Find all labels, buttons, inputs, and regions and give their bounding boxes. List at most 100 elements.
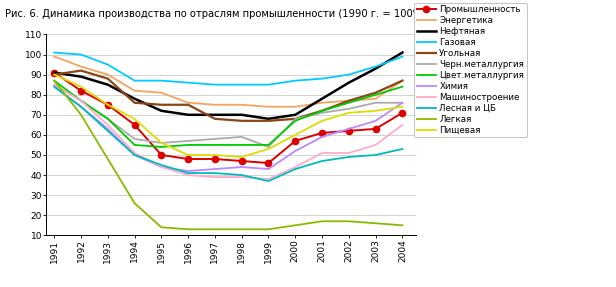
Черн.металлургия	[184, 139, 192, 143]
Легкая	[265, 228, 272, 231]
Пищевая	[104, 103, 111, 106]
Line: Черн.металлургия: Черн.металлургия	[54, 85, 402, 147]
Энергетика	[265, 105, 272, 108]
Черн.металлургия	[291, 117, 299, 121]
Легкая	[238, 228, 245, 231]
Цвет.металлургия	[211, 143, 219, 147]
Нефтяная	[211, 113, 219, 117]
Химия	[372, 119, 379, 123]
Химия	[78, 105, 85, 108]
Угольная	[131, 101, 138, 104]
Лесная и ЦБ	[291, 167, 299, 171]
Лесная и ЦБ	[265, 179, 272, 183]
Пищевая	[238, 155, 245, 159]
Угольная	[104, 77, 111, 80]
Лесная и ЦБ	[104, 129, 111, 133]
Химия	[158, 165, 165, 169]
Пищевая	[51, 73, 58, 76]
Газовая	[345, 73, 352, 76]
Черн.металлургия	[78, 99, 85, 102]
Химия	[265, 167, 272, 171]
Машиностроение	[265, 177, 272, 181]
Черн.металлургия	[372, 101, 379, 104]
Газовая	[238, 83, 245, 86]
Химия	[51, 85, 58, 88]
Энергетика	[211, 103, 219, 106]
Машиностроение	[131, 151, 138, 155]
Машиностроение	[318, 151, 326, 155]
Промышленность	[372, 127, 379, 131]
Энергетика	[345, 99, 352, 102]
Промышленность	[238, 159, 245, 163]
Легкая	[78, 113, 85, 117]
Пищевая	[78, 85, 85, 88]
Лесная и ЦБ	[399, 147, 406, 151]
Черн.металлургия	[51, 83, 58, 86]
Газовая	[399, 55, 406, 58]
Энергетика	[318, 101, 326, 104]
Нефтяная	[184, 113, 192, 117]
Промышленность	[265, 161, 272, 165]
Газовая	[184, 81, 192, 84]
Лесная и ЦБ	[51, 85, 58, 88]
Пищевая	[399, 105, 406, 108]
Пищевая	[184, 153, 192, 157]
Нефтяная	[78, 75, 85, 78]
Угольная	[78, 69, 85, 72]
Легкая	[184, 228, 192, 231]
Цвет.металлургия	[318, 109, 326, 113]
Энергетика	[372, 97, 379, 100]
Черн.металлургия	[211, 137, 219, 141]
Химия	[184, 169, 192, 173]
Химия	[345, 127, 352, 131]
Лесная и ЦБ	[158, 163, 165, 167]
Химия	[104, 127, 111, 131]
Line: Пищевая: Пищевая	[54, 75, 402, 157]
Нефтяная	[51, 71, 58, 74]
Line: Энергетика: Энергетика	[54, 57, 402, 107]
Промышленность	[318, 131, 326, 135]
Legend: Промышленность, Энергетика, Нефтяная, Газовая, Угольная, Черн.металлургия, Цвет.: Промышленность, Энергетика, Нефтяная, Га…	[414, 3, 527, 137]
Угольная	[291, 117, 299, 121]
Угольная	[345, 99, 352, 102]
Лесная и ЦБ	[318, 159, 326, 163]
Легкая	[158, 226, 165, 229]
Лесная и ЦБ	[345, 155, 352, 159]
Line: Нефтяная: Нефтяная	[54, 53, 402, 119]
Угольная	[372, 91, 379, 94]
Легкая	[211, 228, 219, 231]
Черн.металлургия	[265, 145, 272, 149]
Пищевая	[158, 141, 165, 145]
Лесная и ЦБ	[372, 153, 379, 157]
Line: Угольная: Угольная	[54, 71, 402, 121]
Энергетика	[78, 65, 85, 68]
Легкая	[372, 222, 379, 225]
Энергетика	[399, 79, 406, 82]
Промышленность	[211, 157, 219, 161]
Газовая	[78, 53, 85, 56]
Нефтяная	[265, 117, 272, 121]
Line: Легкая: Легкая	[54, 81, 402, 229]
Газовая	[318, 77, 326, 80]
Цвет.металлургия	[104, 117, 111, 121]
Нефтяная	[158, 109, 165, 113]
Пищевая	[265, 147, 272, 151]
Цвет.металлургия	[345, 101, 352, 104]
Цвет.металлургия	[158, 145, 165, 149]
Газовая	[211, 83, 219, 86]
Машиностроение	[399, 123, 406, 127]
Угольная	[158, 103, 165, 106]
Легкая	[291, 224, 299, 227]
Нефтяная	[345, 81, 352, 84]
Цвет.металлургия	[291, 119, 299, 123]
Машиностроение	[211, 175, 219, 179]
Line: Машиностроение: Машиностроение	[54, 85, 402, 179]
Легкая	[345, 220, 352, 223]
Химия	[399, 101, 406, 104]
Угольная	[51, 73, 58, 76]
Машиностроение	[238, 175, 245, 179]
Энергетика	[291, 105, 299, 108]
Промышленность	[399, 111, 406, 115]
Химия	[238, 165, 245, 169]
Промышленность	[131, 123, 138, 127]
